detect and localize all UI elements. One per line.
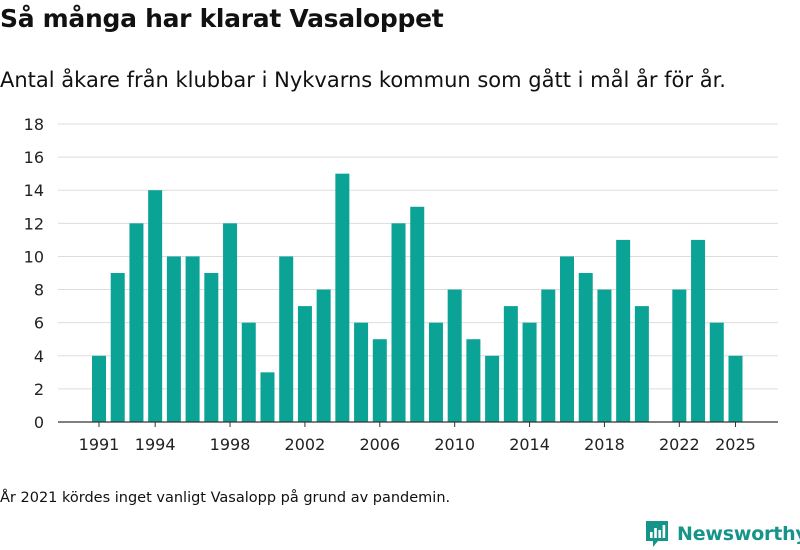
bar-1996 [185,256,200,422]
y-axis-ticks: 0 2 4 6 8 10 12 14 16 18 [24,115,44,432]
bar-2003 [316,289,331,422]
bar-2010 [447,289,462,422]
y-tick-label: 0 [34,413,44,432]
x-tick-label: 2010 [434,435,475,454]
bar-2006 [372,339,387,422]
bar-2007 [391,223,406,422]
bars [92,173,743,422]
y-tick-label: 16 [24,148,44,167]
bar-1995 [166,256,181,422]
bar-chart: 0 2 4 6 8 10 12 14 16 18 1991 1994 1998 2002 2006 2010… [24,115,778,454]
bar-2009 [428,322,443,422]
bar-1994 [148,190,163,422]
y-tick-label: 10 [24,247,44,266]
x-tick-label: 2022 [659,435,700,454]
y-tick-label: 12 [24,214,44,233]
brand-name: Newsworthy [677,523,800,545]
x-tick-label: 2014 [509,435,550,454]
chart-title: Så många har klarat Vasaloppet [0,4,444,33]
y-tick-label: 8 [34,281,44,300]
newsworthy-logo-icon [646,521,668,547]
footnote: År 2021 kördes inget vanligt Vasalopp på… [0,490,451,506]
bar-2017 [578,273,593,422]
x-tick-label: 1998 [210,435,251,454]
chart-subtitle: Antal åkare från klubbar i Nykvarns komm… [0,68,726,92]
bar-1992 [110,273,125,422]
y-tick-label: 18 [24,115,44,134]
bar-2008 [410,206,425,422]
bar-2016 [560,256,574,422]
bar-2022 [672,289,687,422]
bar-2020 [634,306,649,422]
bar-2000 [260,372,275,422]
bar-2011 [466,339,481,422]
y-tick-label: 6 [34,314,44,333]
bar-1993 [129,223,144,422]
y-tick-label: 2 [34,380,44,399]
bar-2002 [297,306,312,422]
bar-2023 [691,239,706,422]
bar-2015 [541,289,556,422]
x-tick-label: 2002 [285,435,326,454]
x-tick-label: 2025 [715,435,756,454]
bar-2025 [728,355,743,422]
x-tick-label: 1991 [79,435,120,454]
bar-1999 [241,322,256,422]
x-tick-label: 2006 [359,435,400,454]
bar-2005 [354,322,369,422]
x-tick-label: 2018 [584,435,625,454]
x-axis: 1991 1994 1998 2002 2006 2010 2014 2018 2022 2025 [58,421,778,454]
y-tick-label: 4 [34,347,44,366]
brand-logo[interactable]: Newsworthy [644,519,800,549]
bar-2024 [709,322,724,422]
bar-1991 [92,355,106,422]
bar-2014 [522,322,537,422]
bar-2013 [503,306,518,422]
bar-2018 [597,289,612,422]
bar-1998 [223,223,238,422]
bar-2019 [616,239,631,422]
x-tick-label: 1994 [135,435,176,454]
bar-2001 [279,256,294,422]
bar-2004 [335,173,350,422]
bar-2012 [485,355,500,422]
bar-1997 [204,273,219,422]
y-tick-label: 14 [24,181,44,200]
